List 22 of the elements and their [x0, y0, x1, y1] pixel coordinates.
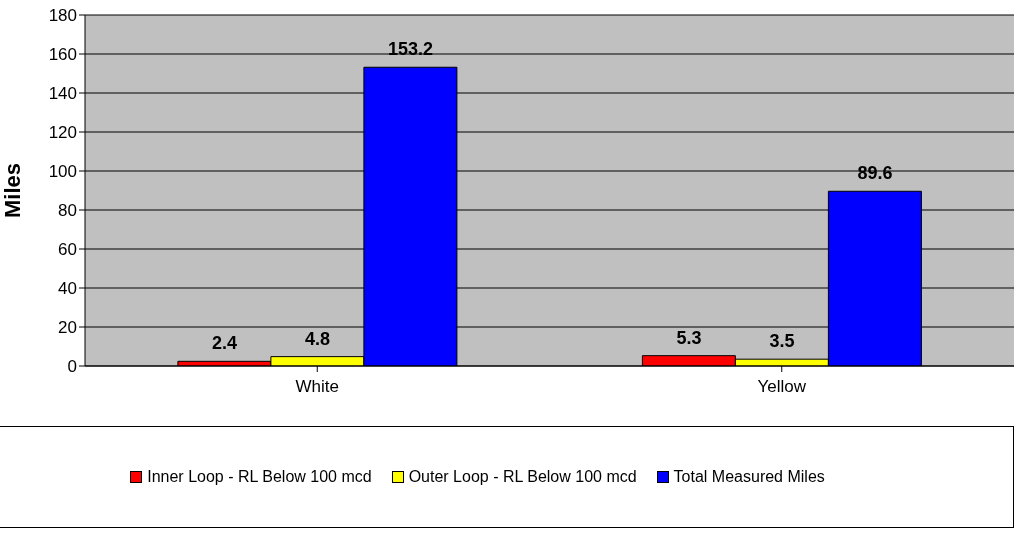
y-tick-label: 80: [58, 201, 77, 221]
data-label: 4.8: [304, 328, 330, 349]
y-tick-label: 20: [58, 318, 77, 338]
y-tick-label: 0: [67, 357, 77, 377]
y-tick-label: 120: [48, 123, 77, 143]
legend-label: Total Measured Miles: [672, 468, 825, 486]
data-label: 153.2: [387, 39, 433, 60]
y-axis-title: Miles: [0, 162, 25, 219]
x-tick-label: Yellow: [757, 377, 807, 397]
data-label: 2.4: [211, 333, 237, 354]
y-tick-label: 60: [58, 240, 77, 260]
x-tick-label: White: [295, 377, 339, 397]
data-label: 89.6: [857, 163, 893, 184]
data-label: 3.5: [769, 331, 795, 352]
data-label: 5.3: [676, 327, 702, 348]
y-tick-label: 140: [48, 84, 77, 104]
y-tick-label: 160: [48, 45, 77, 65]
y-tick-label: 40: [58, 279, 77, 299]
y-tick-label: 180: [48, 6, 77, 26]
y-tick-label: 100: [48, 162, 77, 182]
legend-label: Outer Loop - RL Below 100 mcd: [407, 468, 637, 486]
legend-label: Inner Loop - RL Below 100 mcd: [146, 468, 372, 486]
